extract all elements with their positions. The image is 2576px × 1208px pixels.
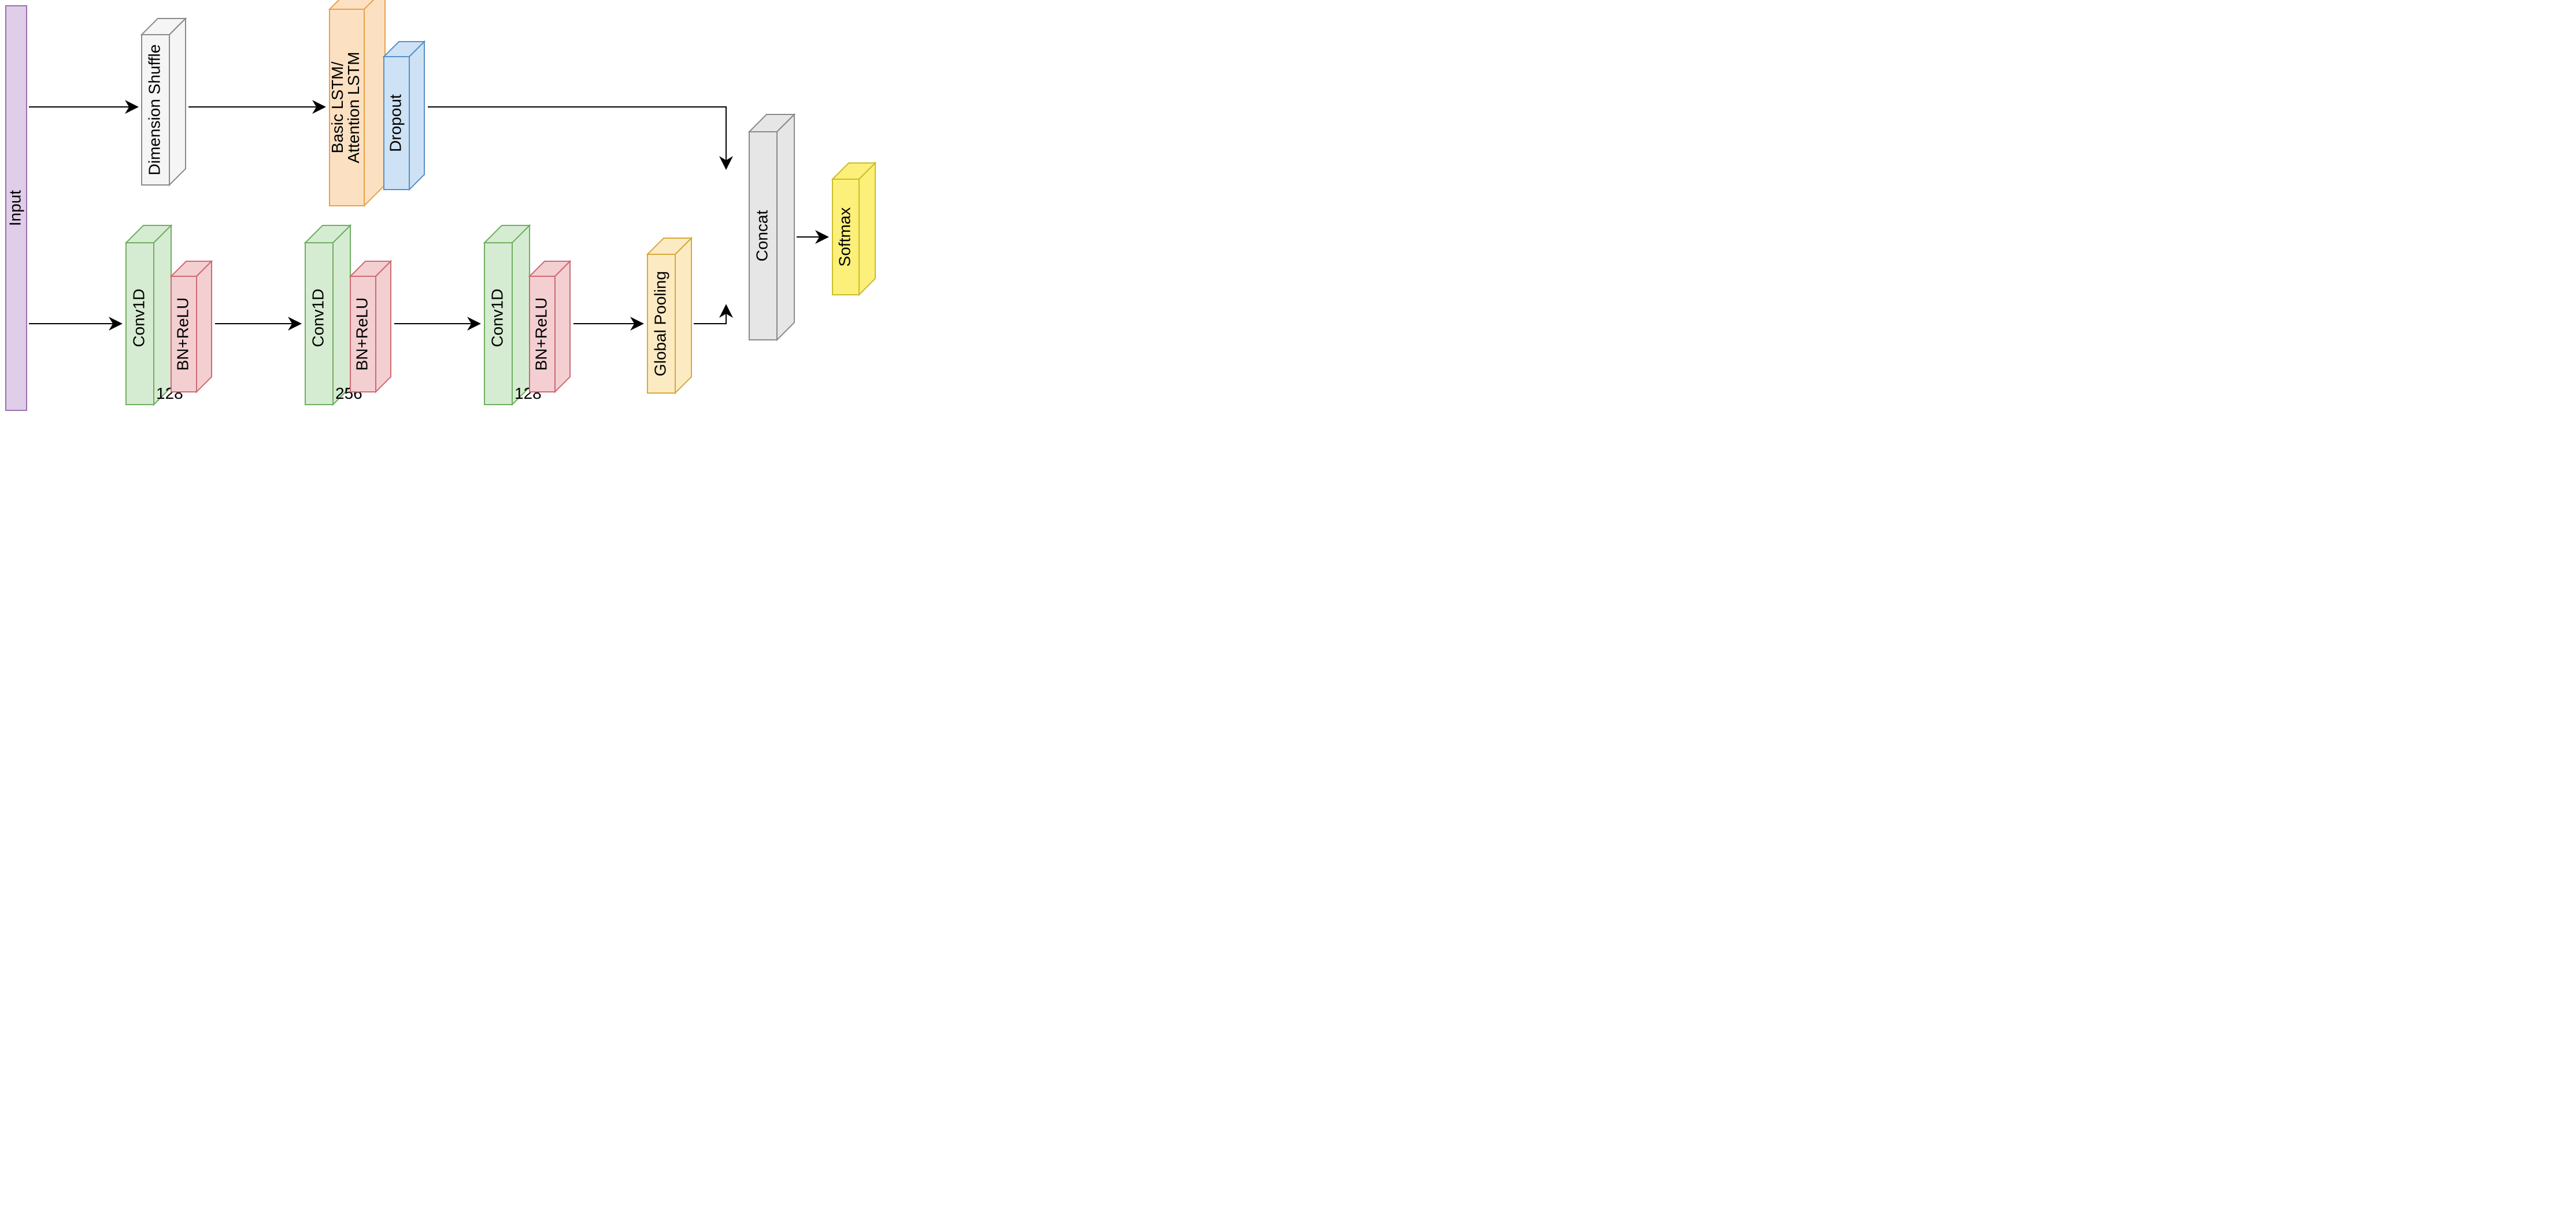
bn3-block: BN+ReLU: [530, 261, 570, 392]
conv2-label: Conv1D: [309, 288, 327, 347]
dropout-label: Dropout: [386, 94, 404, 152]
input-block: Input: [6, 6, 27, 410]
concat-block: Concat: [749, 114, 794, 340]
conv1-label: Conv1D: [129, 288, 147, 347]
bn3-label: BN+ReLU: [532, 298, 550, 371]
lstm-label: Basic LSTM/Attention LSTM: [328, 52, 362, 164]
arrow-2: [428, 107, 726, 168]
gpool-block: Global Pooling: [647, 238, 691, 393]
softmax-block: Softmax: [832, 163, 875, 295]
bn2-block: BN+ReLU: [350, 261, 391, 392]
dimshuffle-label: Dimension Shuffle: [145, 45, 163, 176]
input-label: Input: [6, 190, 24, 226]
dimshuffle-block: Dimension Shuffle: [142, 18, 186, 185]
gpool-label: Global Pooling: [651, 271, 669, 376]
lstm-block: Basic LSTM/Attention LSTM: [328, 0, 385, 206]
conv3-label: Conv1D: [488, 288, 506, 347]
architecture-diagram: Input Dimension Shuffle Basic LSTM/Attenti…: [0, 0, 883, 415]
arrow-7: [694, 306, 726, 324]
bn1-block: BN+ReLU: [171, 261, 212, 392]
bn1-label: BN+ReLU: [173, 298, 191, 371]
softmax-label: Softmax: [835, 207, 853, 267]
bn2-label: BN+ReLU: [353, 298, 371, 371]
concat-label: Concat: [753, 210, 771, 261]
dropout-block: Dropout: [384, 42, 424, 190]
